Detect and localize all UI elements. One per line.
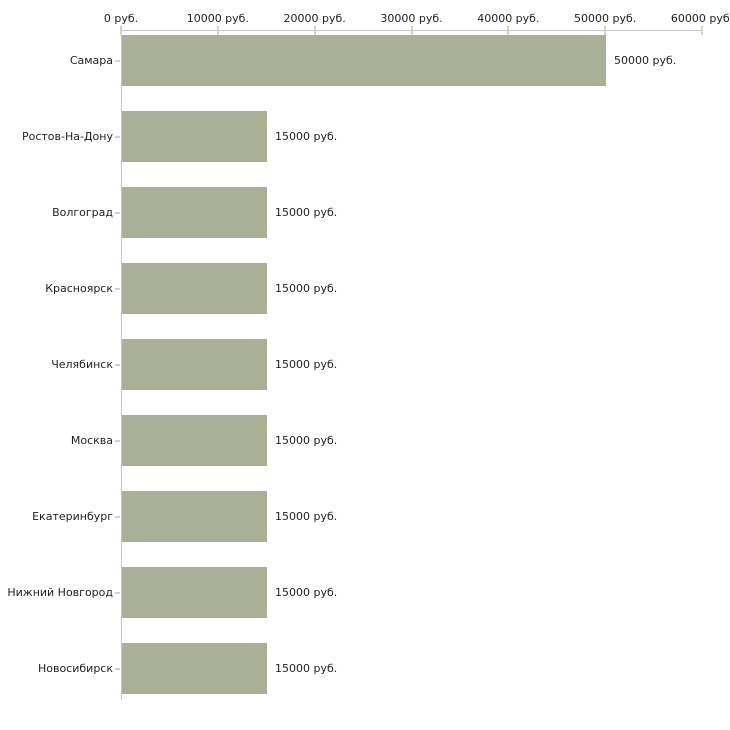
category-label: Самара [69, 53, 113, 67]
category-label: Волгоград [52, 205, 113, 219]
bar [122, 187, 267, 238]
category-tick [115, 439, 120, 442]
category-tick [115, 591, 120, 594]
x-axis-tick [507, 26, 510, 35]
bar [122, 35, 606, 86]
bar [122, 339, 267, 390]
x-axis-tick-label: 20000 руб. [283, 12, 346, 25]
bar [122, 567, 267, 618]
y-axis-line [121, 30, 122, 700]
bar [122, 263, 267, 314]
x-axis-tick [120, 26, 122, 35]
x-axis-tick [604, 26, 607, 35]
value-label: 15000 руб. [275, 585, 338, 599]
x-axis-tick [216, 26, 219, 35]
value-label: 15000 руб. [275, 661, 338, 675]
category-tick [115, 287, 120, 290]
category-label: Нижний Новгород [7, 585, 113, 599]
category-label: Красноярск [45, 281, 113, 295]
bar [122, 643, 267, 694]
x-axis-tick-label: 50000 руб. [574, 12, 637, 25]
category-label: Челябинск [51, 357, 113, 371]
x-axis-tick [701, 26, 703, 35]
x-axis-tick-label: 60000 руб. [670, 12, 730, 25]
x-axis-tick [313, 26, 316, 35]
value-label: 15000 руб. [275, 129, 338, 143]
category-tick [115, 363, 120, 366]
category-tick [115, 135, 120, 138]
bar [122, 415, 267, 466]
value-label: 15000 руб. [275, 509, 338, 523]
x-axis-tick-label: 0 руб. [103, 12, 139, 25]
x-axis-tick-label: 30000 руб. [380, 12, 443, 25]
category-tick [115, 515, 120, 518]
category-label: Ростов-На-Дону [21, 129, 113, 143]
category-tick [115, 59, 120, 62]
category-label: Новосибирск [37, 661, 113, 675]
category-tick [115, 667, 120, 670]
x-axis-tick [410, 26, 413, 35]
value-label: 50000 руб. [614, 53, 677, 67]
value-label: 15000 руб. [275, 433, 338, 447]
x-axis-tick-label: 40000 руб. [477, 12, 540, 25]
bar [122, 111, 267, 162]
value-label: 15000 руб. [275, 281, 338, 295]
x-axis-tick-label: 10000 руб. [186, 12, 249, 25]
value-label: 15000 руб. [275, 357, 338, 371]
category-label: Екатеринбург [32, 509, 113, 523]
value-label: 15000 руб. [275, 205, 338, 219]
category-tick [115, 211, 120, 214]
category-label: Москва [70, 433, 113, 447]
bar [122, 491, 267, 542]
